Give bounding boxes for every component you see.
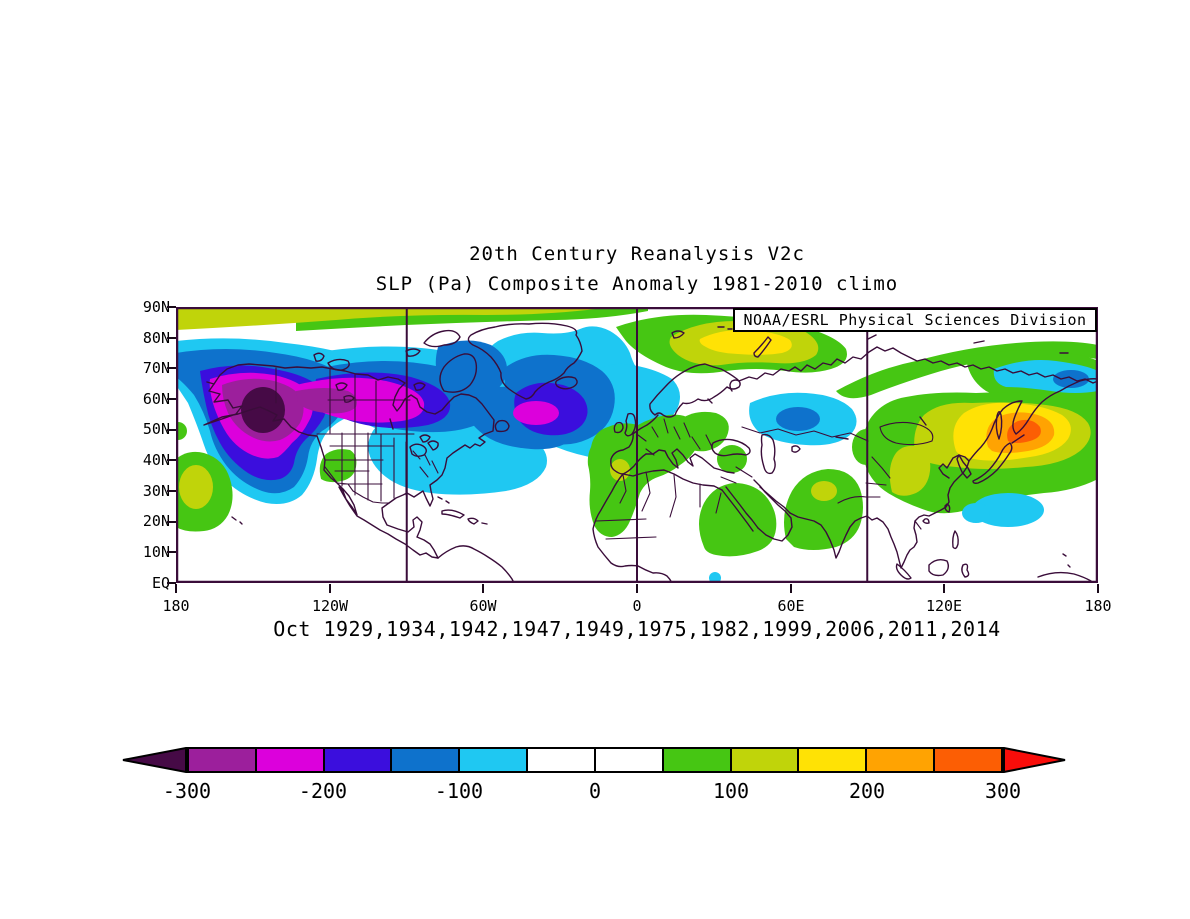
lat-label-30n: 30N — [142, 482, 170, 500]
lon-tick — [790, 584, 792, 593]
lat-label-60n: 60N — [142, 390, 170, 408]
lat-label-10n: 10N — [142, 543, 170, 561]
negative-anomaly-core — [241, 387, 285, 433]
colorbar-segment — [595, 749, 664, 771]
lat-tick — [167, 490, 176, 492]
lon-label-60e: 60E — [777, 597, 805, 615]
colorbar-tick-label: -100 — [434, 779, 484, 803]
colorbar-segment — [324, 749, 393, 771]
lon-label-60w: 60W — [469, 597, 497, 615]
coastlines — [203, 322, 1098, 583]
page-title: 20th Century Reanalysis V2c — [469, 243, 805, 265]
lat-label-80n: 80N — [142, 329, 170, 347]
colorbar-tick-label: 0 — [588, 779, 602, 803]
page-subtitle: SLP (Pa) Composite Anomaly 1981-2010 cli… — [375, 273, 899, 295]
positive-anomaly-core — [1007, 419, 1041, 443]
lat-tick — [167, 306, 176, 308]
anomaly-map — [176, 307, 1098, 583]
colorbar-tick-label: -300 — [162, 779, 212, 803]
lat-label-70n: 70N — [142, 359, 170, 377]
colorbar-arrow-low — [122, 747, 187, 773]
map-border — [176, 307, 1098, 583]
colorbar-segment — [663, 749, 732, 771]
colorbar-tick-label: -200 — [298, 779, 348, 803]
lat-label-90n: 90N — [142, 298, 170, 316]
lat-tick — [167, 367, 176, 369]
anomaly-fill-contours — [176, 307, 1098, 583]
colorbar-segment — [731, 749, 800, 771]
lat-label-50n: 50N — [142, 420, 170, 438]
lon-label-0: 0 — [632, 597, 642, 615]
lat-tick — [167, 521, 176, 523]
meridian-gridlines — [405, 307, 869, 583]
colorbar-segment — [392, 749, 461, 771]
colorbar-segment — [189, 749, 257, 771]
lon-label-120w: 120W — [311, 597, 349, 615]
colorbar-tick-label: 300 — [984, 779, 1022, 803]
lon-tick — [1097, 584, 1099, 593]
lon-label-180e: 180 — [1084, 597, 1112, 615]
composite-caption: Oct 1929,1934,1942,1947,1949,1975,1982,1… — [273, 617, 1001, 641]
colorbar-segment — [460, 749, 529, 771]
lat-tick — [167, 582, 176, 584]
lat-tick — [167, 337, 176, 339]
lat-label-40n: 40N — [142, 451, 170, 469]
colorbar-tick-label: 200 — [848, 779, 886, 803]
lon-tick — [329, 584, 331, 593]
lat-label-20n: 20N — [142, 512, 170, 530]
colorbar-segment — [799, 749, 868, 771]
colorbar-segment — [935, 749, 1001, 771]
colorbar-segment — [256, 749, 325, 771]
lon-tick — [175, 584, 177, 593]
lon-label-120e: 120E — [925, 597, 963, 615]
lon-tick — [636, 584, 638, 593]
credit-box: NOAA/ESRL Physical Sciences Division — [733, 308, 1097, 332]
colorbar-segment — [867, 749, 936, 771]
country-and-state-borders — [275, 367, 934, 540]
lon-tick — [943, 584, 945, 593]
lat-tick — [167, 429, 176, 431]
lat-tick — [167, 398, 176, 400]
lat-tick — [167, 551, 176, 553]
colorbar-arrow-high — [1003, 747, 1066, 773]
credit-text: NOAA/ESRL Physical Sciences Division — [743, 311, 1087, 329]
lat-label-eq: EQ — [151, 574, 170, 592]
colorbar-segment — [528, 749, 596, 771]
lon-tick — [482, 584, 484, 593]
lon-label-180w: 180 — [162, 597, 190, 615]
colorbar-tick-label: 100 — [712, 779, 750, 803]
lat-tick — [167, 459, 176, 461]
colorbar-segments — [187, 747, 1003, 773]
